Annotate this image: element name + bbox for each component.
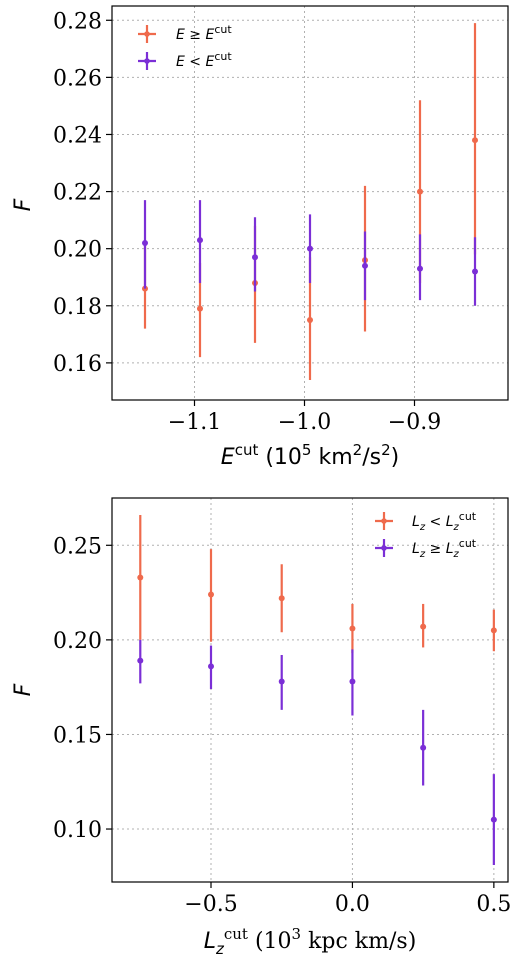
top-y-tick-label: 0.18 bbox=[53, 295, 102, 320]
top-grid bbox=[112, 6, 508, 400]
bottom-legend-item-2: Lz ≥ Lzcut bbox=[375, 537, 477, 560]
top-x-tick-label: −1.0 bbox=[278, 410, 331, 435]
top-y-axis-label: F bbox=[11, 198, 36, 211]
top-plot-frame bbox=[111, 5, 509, 401]
top-x-tick-label: −1.1 bbox=[168, 410, 221, 435]
bot-series-1-point bbox=[137, 574, 144, 581]
bot-y-tick-label: 0.10 bbox=[53, 818, 102, 843]
top-panel: −1.1 −1.0 −0.9 0.16 0.18 0.20 0.22 0.24 0.26 0.28… bbox=[11, 5, 509, 470]
top-series-1-point bbox=[307, 317, 313, 324]
top-series-2-point bbox=[197, 237, 203, 244]
bottom-legend-label-1: Lz < Lzcut bbox=[412, 510, 477, 533]
bot-x-tick-label: 0.5 bbox=[476, 892, 511, 917]
top-y-tick-label: 0.28 bbox=[53, 9, 102, 34]
top-x-tick-label: −0.9 bbox=[388, 410, 441, 435]
top-legend-label-1: E ≥ Ecut bbox=[176, 23, 232, 43]
top-series-2-point bbox=[252, 254, 258, 261]
bottom-legend-dot-1 bbox=[381, 518, 387, 524]
top-legend-dot-2 bbox=[144, 58, 150, 64]
bot-x-tick-label: 0.0 bbox=[335, 892, 370, 917]
top-marks bbox=[142, 23, 478, 381]
top-legend-label-2: E < Ecut bbox=[176, 50, 232, 70]
top-ticks: −1.1 −1.0 −0.9 0.16 0.18 0.20 0.22 0.24 0.26 0.28 bbox=[53, 9, 441, 435]
bot-series-2-point bbox=[208, 663, 214, 670]
top-series-2-point bbox=[307, 245, 313, 252]
bot-series-1-point bbox=[420, 623, 427, 630]
bot-series-2-point bbox=[278, 678, 285, 685]
bot-series-1-point bbox=[490, 627, 497, 634]
bot-series-2-point bbox=[137, 657, 144, 664]
bot-y-tick-label: 0.15 bbox=[53, 723, 102, 748]
top-series-2-point bbox=[472, 268, 478, 275]
bot-series-2-point bbox=[490, 816, 497, 823]
top-y-tick-label: 0.20 bbox=[53, 238, 102, 263]
bot-y-tick-label: 0.25 bbox=[53, 534, 102, 559]
bot-y-tick-label: 0.20 bbox=[53, 629, 102, 654]
bot-series-2-point bbox=[420, 744, 427, 751]
top-series-2-point bbox=[142, 239, 148, 246]
bot-series-2-point bbox=[349, 678, 356, 685]
top-legend-item-1: E ≥ Ecut bbox=[138, 23, 232, 43]
bot-series-1-point bbox=[349, 625, 356, 632]
top-series-1-point bbox=[417, 188, 423, 195]
bottom-panel: −0.5 0.0 0.5 0.10 0.15 0.20 0.25 Lz < Lzcut Lz… bbox=[11, 497, 511, 958]
bottom-legend-label-2: Lz ≥ Lzcut bbox=[412, 537, 477, 560]
top-y-tick-label: 0.22 bbox=[53, 181, 102, 206]
bot-x-tick-label: −0.5 bbox=[184, 892, 237, 917]
bottom-y-axis-label: F bbox=[11, 683, 36, 696]
top-y-tick-label: 0.26 bbox=[53, 66, 102, 91]
top-legend: E ≥ Ecut E < Ecut bbox=[138, 23, 232, 70]
top-series-1-point bbox=[472, 137, 478, 144]
bottom-marks bbox=[137, 515, 497, 865]
top-y-tick-label: 0.16 bbox=[53, 352, 102, 377]
top-y-tick-label: 0.24 bbox=[53, 123, 102, 148]
top-series-1-point bbox=[197, 305, 203, 312]
top-series-2-point bbox=[417, 265, 423, 272]
bottom-legend-dot-2 bbox=[381, 545, 387, 551]
bottom-plot-frame bbox=[111, 497, 509, 883]
bottom-ticks: −0.5 0.0 0.5 0.10 0.15 0.20 0.25 bbox=[53, 534, 511, 917]
top-legend-item-2: E < Ecut bbox=[138, 50, 232, 70]
top-series-2-point bbox=[362, 262, 368, 269]
bottom-legend-item-1: Lz < Lzcut bbox=[375, 510, 477, 533]
top-legend-dot-1 bbox=[144, 31, 150, 37]
bottom-x-axis-label: Lzcut (103 kpc km/s) bbox=[204, 925, 417, 958]
top-x-axis-label: Ecut (105 km2/s2) bbox=[221, 441, 399, 470]
bottom-legend: Lz < Lzcut Lz ≥ Lzcut bbox=[375, 510, 477, 560]
bot-series-1-point bbox=[278, 595, 285, 602]
bot-series-1-point bbox=[208, 591, 214, 598]
